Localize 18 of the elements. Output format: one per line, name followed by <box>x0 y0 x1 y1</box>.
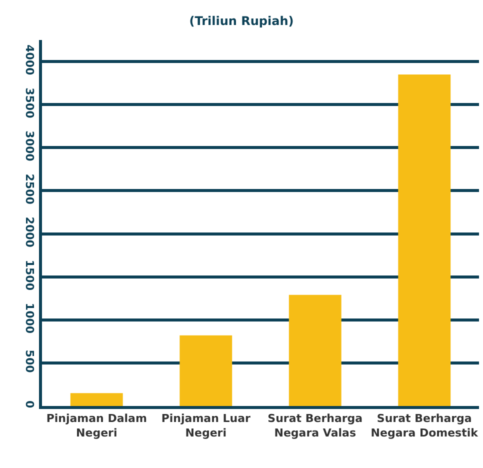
y-tick-label: 0 <box>22 400 36 409</box>
x-tick-label: Pinjaman Luar Negeri <box>161 412 251 440</box>
x-tick-label: Surat Berharga Negara Valas <box>268 412 363 440</box>
bar <box>70 393 123 406</box>
y-tick-label: 1000 <box>22 302 36 334</box>
bar <box>180 335 232 406</box>
y-tick-label: 3500 <box>22 88 36 119</box>
y-tick-label: 500 <box>22 350 36 374</box>
y-tick-label: 4000 <box>22 44 36 76</box>
y-tick-label: 3000 <box>22 130 36 162</box>
y-tick-label: 2000 <box>22 216 36 248</box>
x-tick-label: Surat Berharga Negara Domestik <box>370 412 479 440</box>
bar <box>288 294 342 406</box>
y-tick-label: 2500 <box>22 174 36 205</box>
y-tick-label: 1500 <box>22 260 36 291</box>
x-tick-label: Pinjaman Dalam Negeri <box>46 412 147 440</box>
chart-title: (Triliun Rupiah) <box>189 14 294 28</box>
bar <box>398 74 451 406</box>
